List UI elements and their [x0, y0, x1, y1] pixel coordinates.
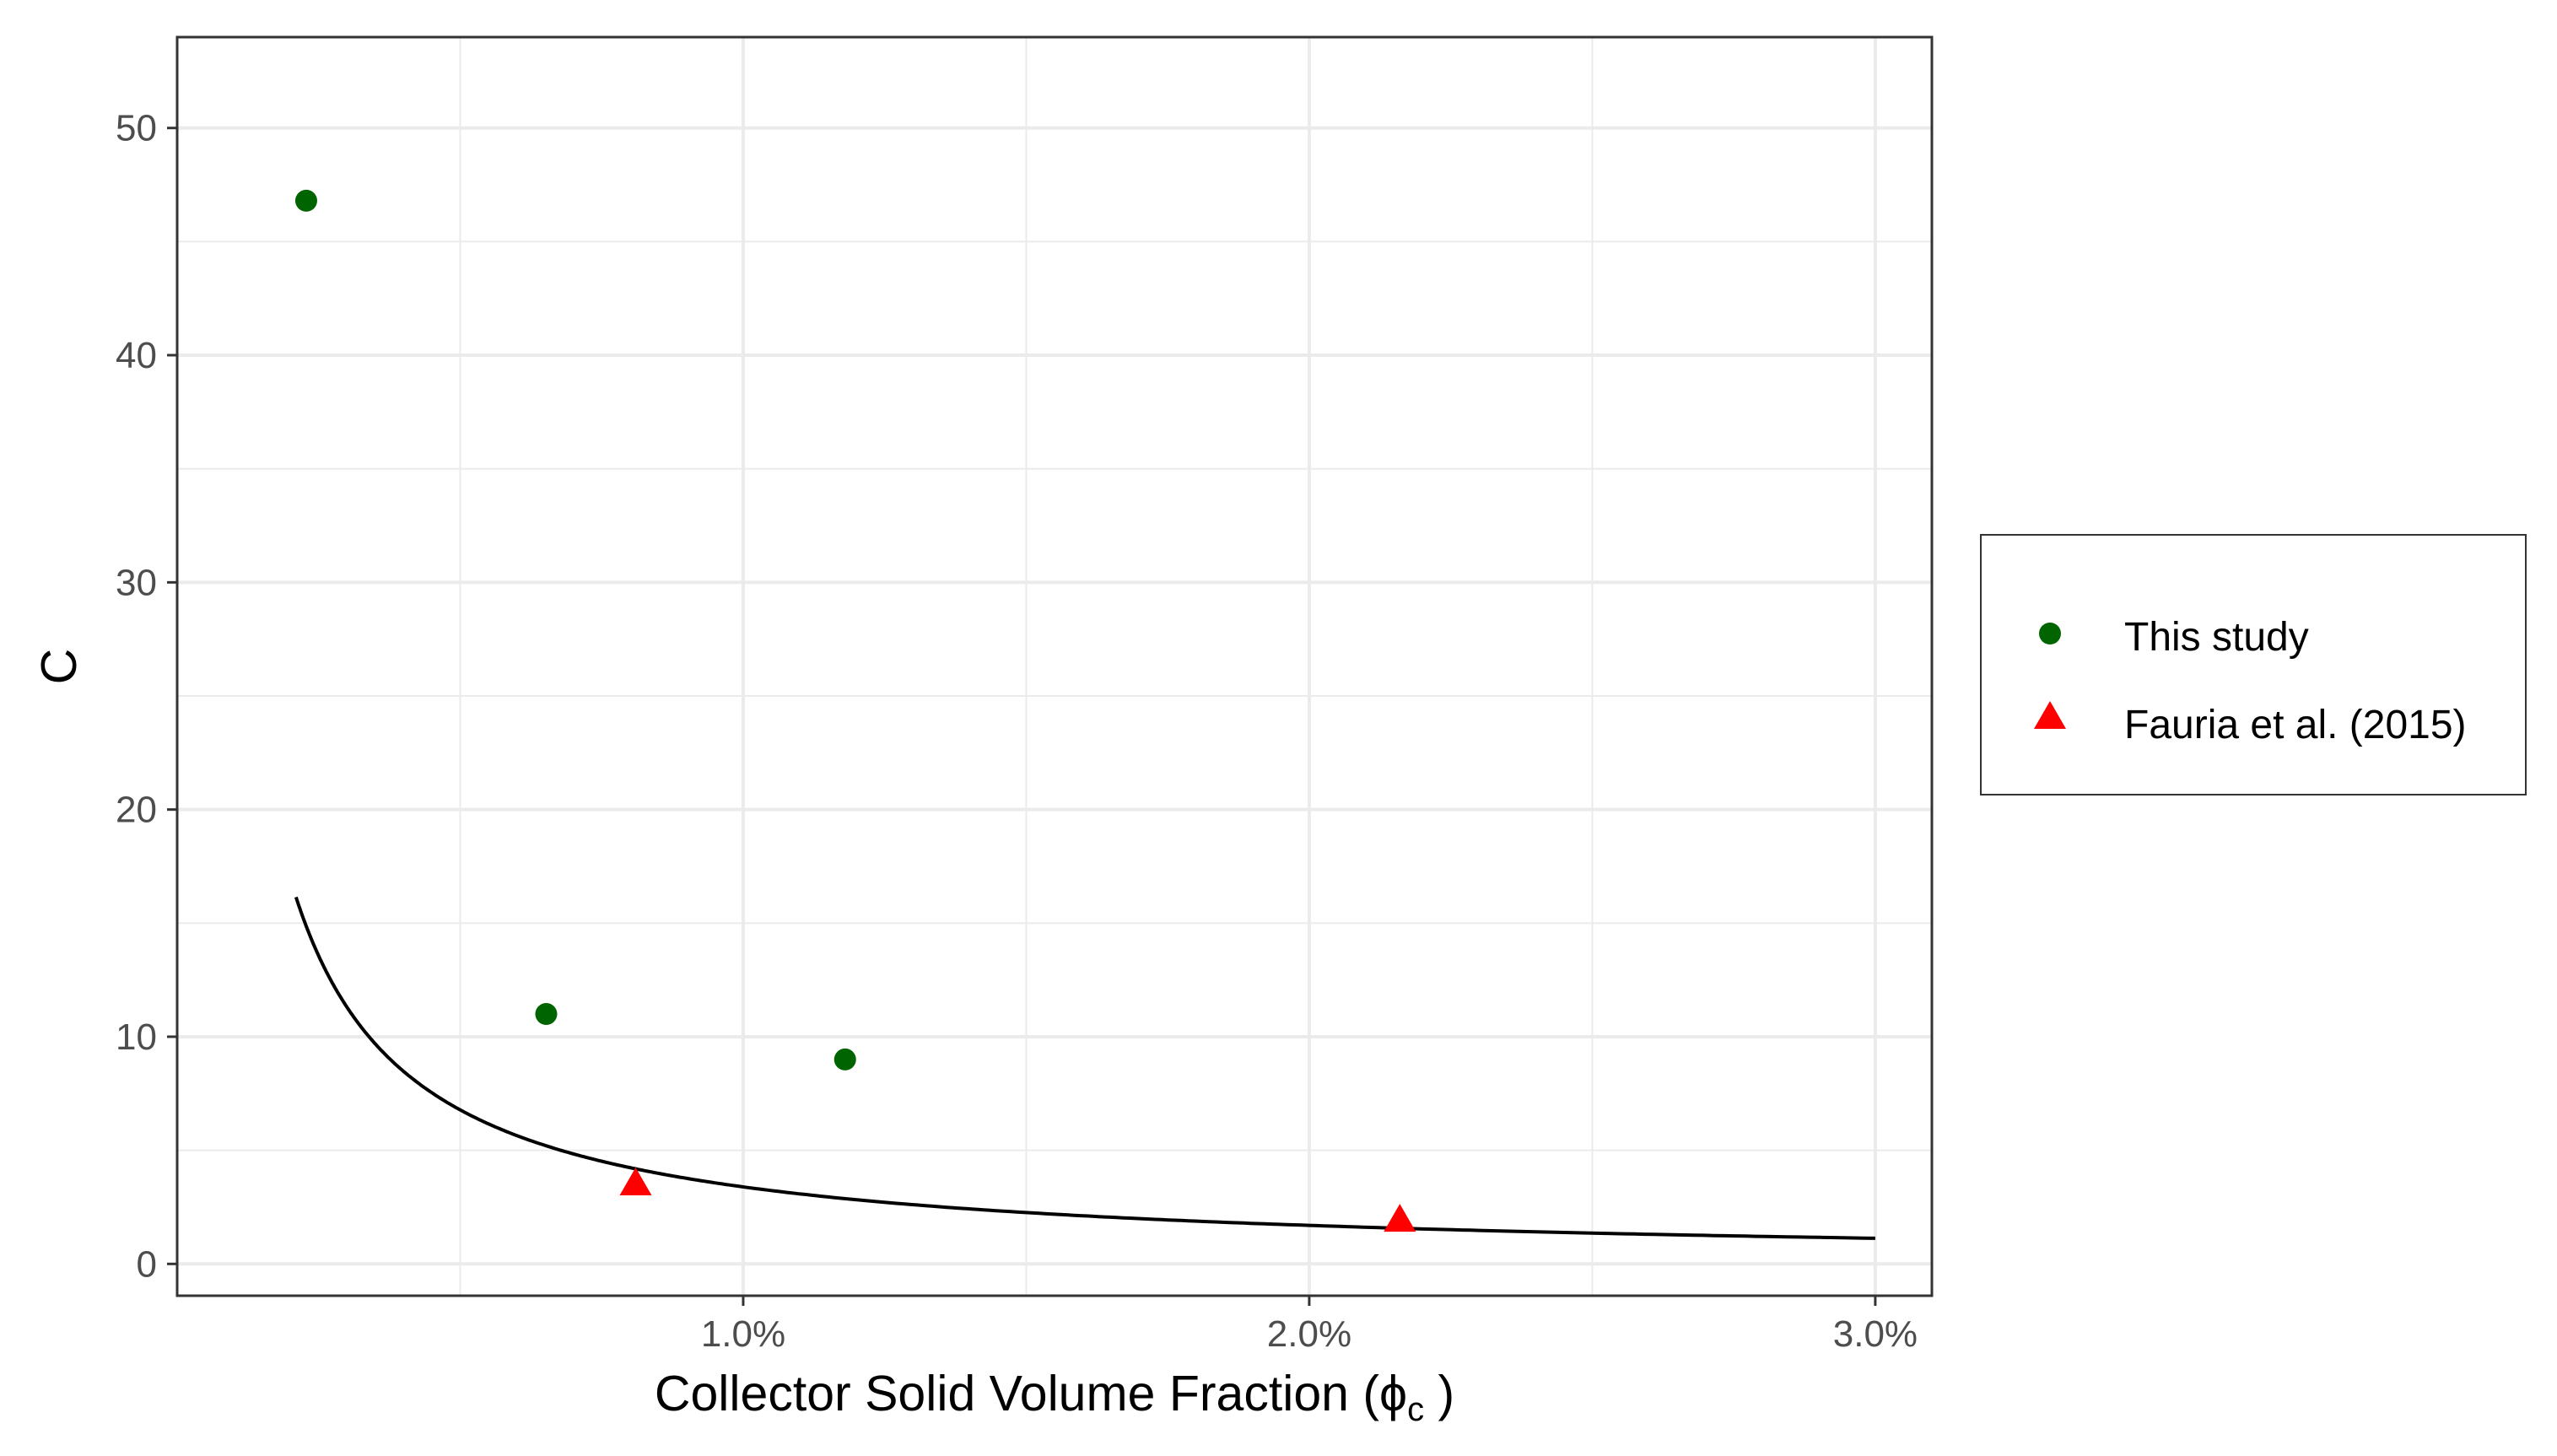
y-tick-label: 30	[116, 562, 157, 603]
x-tick-label: 1.0%	[701, 1313, 785, 1355]
point-fauria	[1384, 1204, 1416, 1232]
plot-panel	[177, 37, 1932, 1296]
legend: This study Fauria et al. (2015)	[1980, 534, 2527, 795]
point-fauria	[619, 1167, 652, 1196]
y-tick-label: 10	[116, 1017, 157, 1058]
y-axis: 0 10 20 30 40 50	[116, 108, 177, 1285]
x-tick-label: 2.0%	[1267, 1313, 1351, 1355]
plot-border	[175, 35, 1934, 1297]
y-tick-label: 50	[116, 108, 157, 149]
legend-box	[1980, 534, 2527, 795]
y-axis-title: C	[31, 649, 87, 685]
legend-label: This study	[2124, 615, 2309, 660]
x-tick-label: 3.0%	[1833, 1313, 1918, 1355]
major-gridlines	[177, 37, 1932, 1296]
y-tick-label: 40	[116, 335, 157, 376]
x-axis-title: Collector Solid Volume Fraction (ϕc )	[655, 1366, 1454, 1428]
legend-key-triangle	[2034, 701, 2066, 729]
x-axis-title-subscript: c	[1407, 1391, 1424, 1428]
phi-symbol: ϕ	[1379, 1366, 1407, 1421]
legend-key-circle	[2039, 623, 2061, 644]
fit-curve	[294, 896, 1875, 1240]
point-this-study	[294, 189, 317, 212]
legend-label: Fauria et al. (2015)	[2124, 703, 2467, 747]
y-tick-label: 20	[116, 790, 157, 831]
x-axis-title-main: Collector Solid Volume Fraction (	[655, 1366, 1379, 1421]
y-tick-label: 0	[137, 1243, 157, 1285]
x-axis-title-close: )	[1424, 1366, 1454, 1421]
minor-gridlines	[177, 37, 1932, 1296]
point-this-study	[833, 1048, 856, 1070]
x-axis: 1.0% 2.0% 3.0%	[701, 1296, 1918, 1355]
point-this-study	[535, 1003, 558, 1026]
data-points	[294, 189, 1416, 1232]
